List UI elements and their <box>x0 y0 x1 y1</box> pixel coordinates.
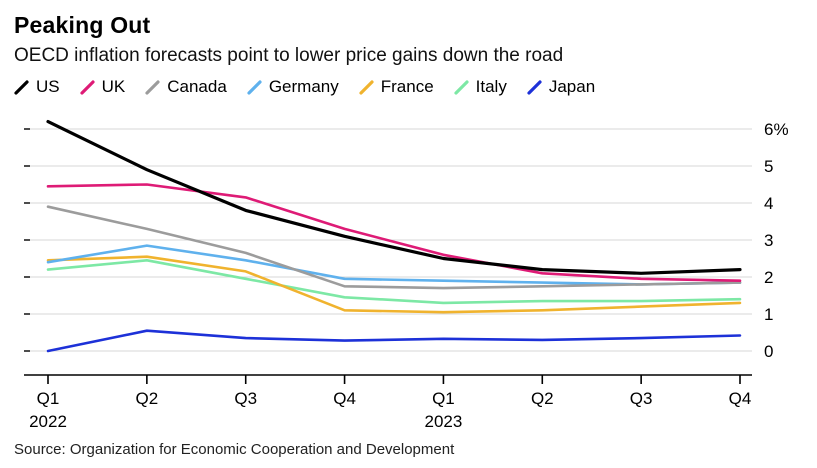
legend-item-france: France <box>359 77 434 97</box>
legend-item-us: US <box>14 77 60 97</box>
legend-slash-icon <box>247 79 262 95</box>
y-tick-label: 6% <box>764 120 789 139</box>
chart-subtitle: OECD inflation forecasts point to lower … <box>14 45 564 66</box>
series-line-canada <box>46 205 742 290</box>
legend-label: Japan <box>548 77 596 96</box>
x-tick-label: Q3 <box>234 389 257 408</box>
x-tick-label: Q2 <box>136 389 159 408</box>
legend-slash-icon <box>145 79 160 95</box>
legend-label: Germany <box>268 77 339 96</box>
legend-label: France <box>380 77 434 96</box>
legend-item-canada: Canada <box>145 77 227 97</box>
source-note: Source: Organization for Economic Cooper… <box>14 441 455 458</box>
legend-slash-icon <box>527 79 542 95</box>
x-tick-label: Q1 <box>37 389 60 408</box>
legend-label: Canada <box>167 77 227 96</box>
series-line-uk <box>46 183 742 282</box>
x-tick-label: Q4 <box>333 389 356 408</box>
x-tick-label: Q3 <box>630 389 653 408</box>
legend-item-uk: UK <box>80 77 126 97</box>
y-tick-label: 1 <box>764 305 773 324</box>
y-tick-label: 4 <box>764 194 773 213</box>
series-line-italy <box>46 259 742 305</box>
x-year-label: 2023 <box>425 412 463 431</box>
line-chart-svg: 0 1 2 3 4 5 6% Q1 2022 Q2 Q3 Q4 Q1 2023 Q2 Q3 Q4 <box>24 120 789 431</box>
chart-title: Peaking Out <box>14 12 151 38</box>
series-line-france <box>46 255 742 314</box>
legend-label: US <box>36 77 60 96</box>
legend-item-italy: Italy <box>454 77 507 97</box>
legend-slash-icon <box>359 79 374 95</box>
y-tick-label: 2 <box>764 268 773 287</box>
chart-area: 0 1 2 3 4 5 6% Q1 2022 Q2 Q3 Q4 Q1 2023 Q2 Q3 Q4 <box>14 99 803 439</box>
y-tick-label: 5 <box>764 157 773 176</box>
x-tick-label: Q1 <box>432 389 455 408</box>
legend-label: UK <box>101 77 126 96</box>
chart-card: Peaking Out OECD inflation forecasts poi… <box>14 12 803 458</box>
legend-slash-icon <box>14 79 29 95</box>
series-line-japan <box>46 329 742 353</box>
y-tick-label: 0 <box>764 342 773 361</box>
legend-item-japan: Japan <box>527 77 595 97</box>
legend-item-germany: Germany <box>247 77 339 97</box>
legend-slash-icon <box>80 79 95 95</box>
legend-slash-icon <box>454 79 469 95</box>
legend-label: Italy <box>475 77 507 96</box>
x-tick-label: Q2 <box>531 389 554 408</box>
series-line-us <box>46 120 742 275</box>
y-tick-label: 3 <box>764 231 773 250</box>
x-tick-label: Q4 <box>729 389 752 408</box>
x-year-label: 2022 <box>29 412 67 431</box>
legend: US UK Canada Germany France Italy Japan <box>14 77 803 97</box>
